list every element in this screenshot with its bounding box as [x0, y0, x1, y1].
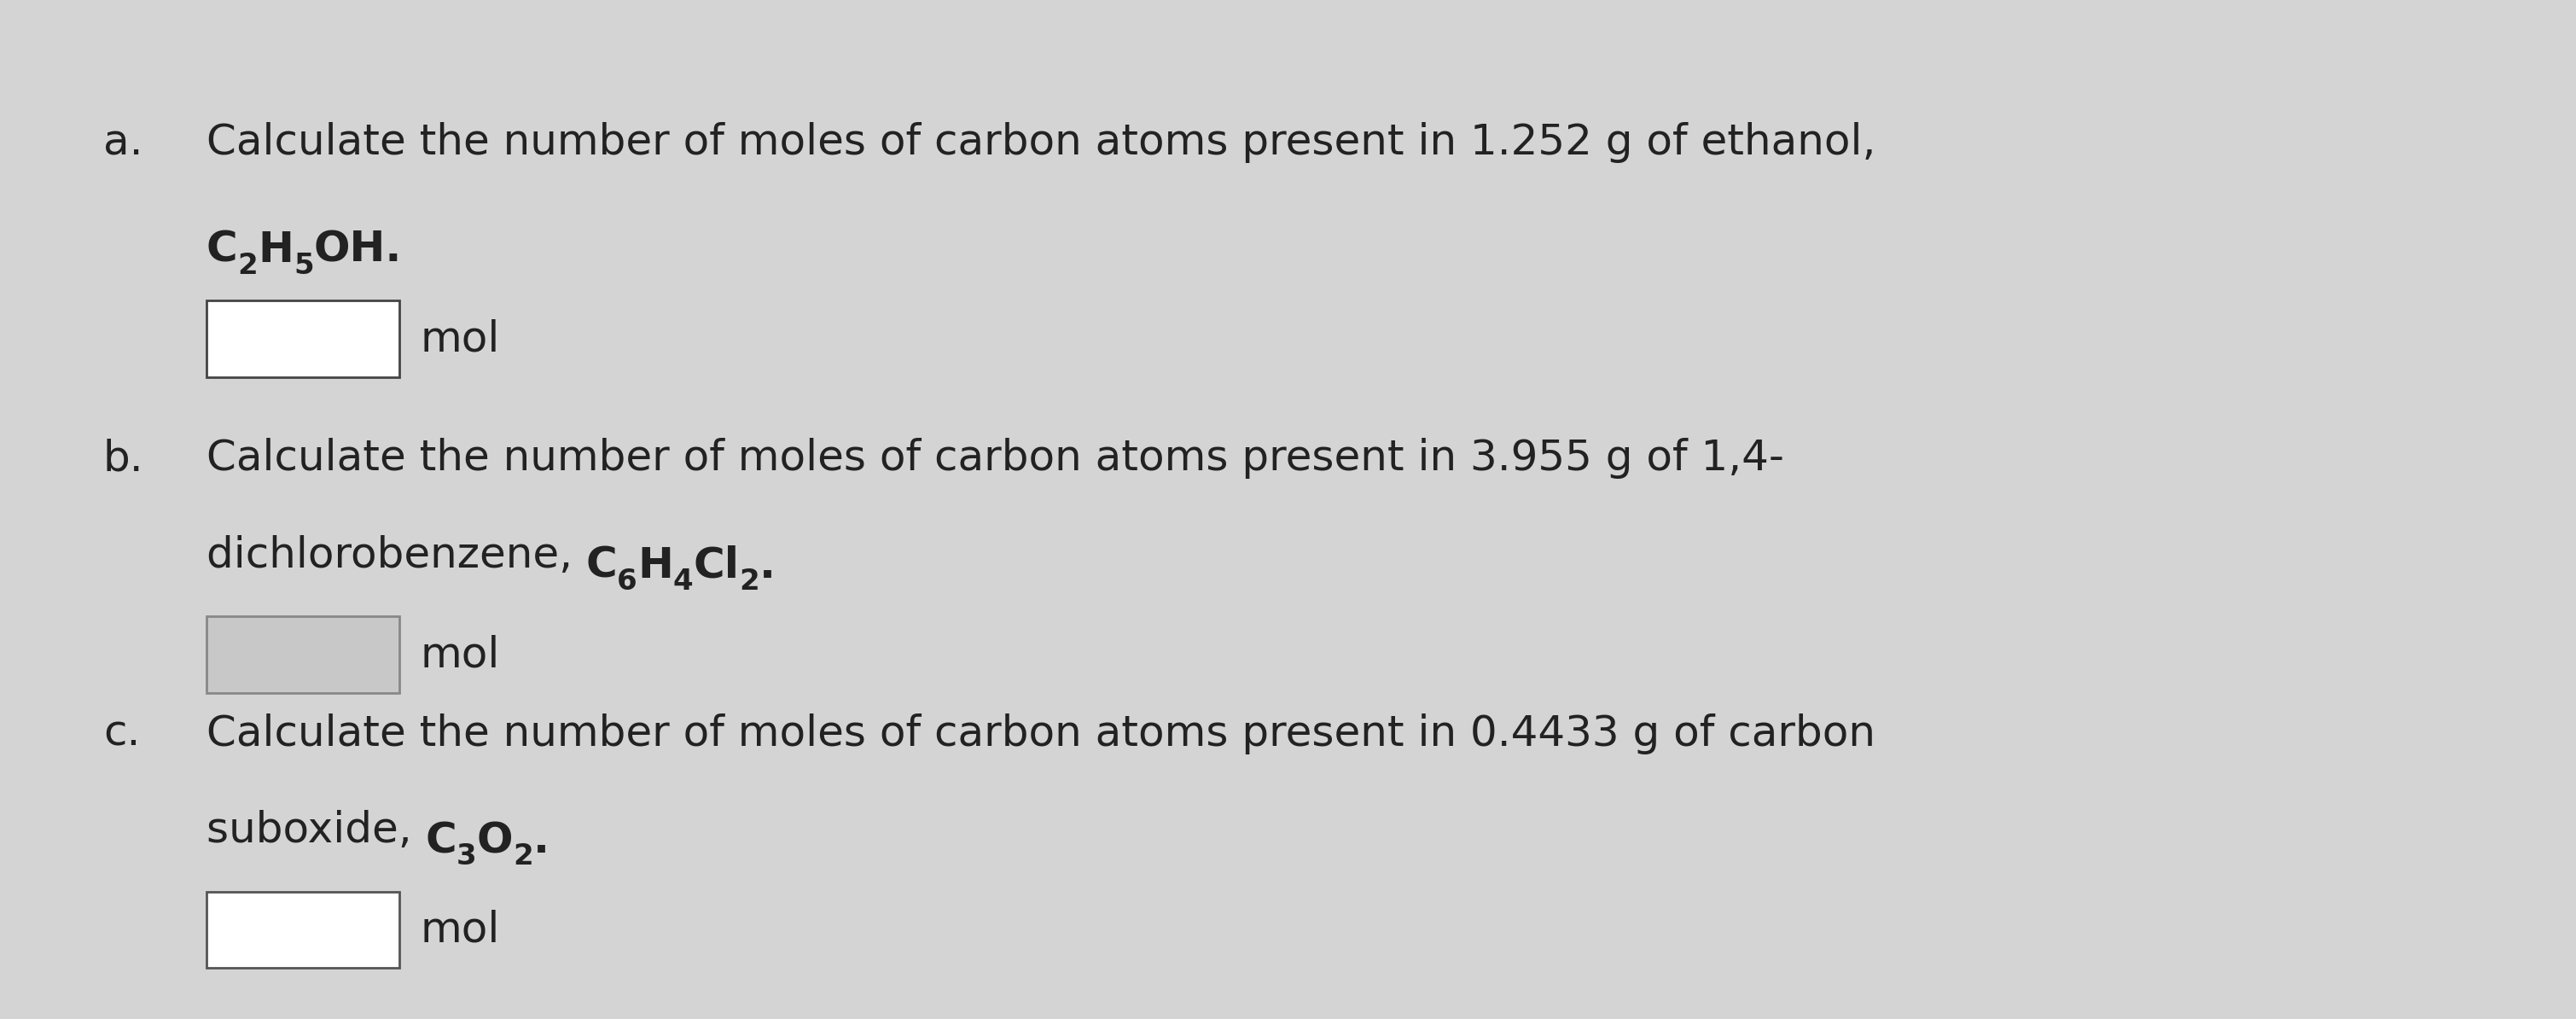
Bar — [206, 616, 399, 693]
Text: 2: 2 — [739, 568, 760, 596]
Text: 2: 2 — [237, 252, 258, 280]
Text: b.: b. — [103, 438, 144, 479]
Text: H: H — [636, 545, 672, 586]
Text: Calculate the number of moles of carbon atoms present in 1.252 g of ethanol,: Calculate the number of moles of carbon … — [206, 122, 1875, 163]
Text: suboxide,: suboxide, — [206, 810, 425, 851]
Text: 3: 3 — [456, 843, 477, 871]
Text: mol: mol — [420, 634, 500, 676]
Text: 4: 4 — [672, 568, 693, 596]
Text: OH.: OH. — [314, 229, 402, 270]
Text: mol: mol — [420, 318, 500, 360]
Text: c.: c. — [103, 713, 139, 754]
Text: .: . — [533, 820, 549, 861]
Text: C: C — [425, 820, 456, 861]
Text: 5: 5 — [294, 252, 314, 280]
Text: dichlorobenzene,: dichlorobenzene, — [206, 535, 585, 576]
Text: C: C — [206, 229, 237, 270]
Bar — [206, 301, 399, 377]
Text: Calculate the number of moles of carbon atoms present in 3.955 g of 1,4-: Calculate the number of moles of carbon … — [206, 438, 1783, 479]
Text: .: . — [760, 545, 775, 586]
Text: mol: mol — [420, 909, 500, 951]
Text: Cl: Cl — [693, 545, 739, 586]
Text: a.: a. — [103, 122, 142, 163]
Text: 2: 2 — [513, 843, 533, 871]
Text: Calculate the number of moles of carbon atoms present in 0.4433 g of carbon: Calculate the number of moles of carbon … — [206, 713, 1875, 754]
Text: C: C — [585, 545, 618, 586]
Bar — [206, 892, 399, 968]
Text: H: H — [258, 229, 294, 270]
Text: 6: 6 — [618, 568, 636, 596]
Text: O: O — [477, 820, 513, 861]
